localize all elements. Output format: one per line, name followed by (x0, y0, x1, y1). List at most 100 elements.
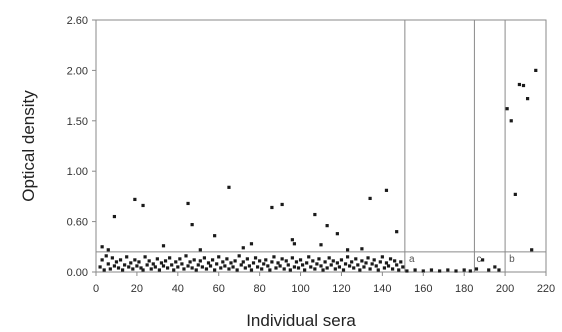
data-point (335, 261, 339, 265)
data-point (290, 256, 294, 260)
x-axis-title: Individual sera (246, 311, 356, 330)
data-point (376, 268, 380, 272)
data-point (112, 214, 117, 219)
data-point (309, 265, 313, 269)
data-point (270, 205, 274, 210)
data-point (245, 257, 249, 261)
data-point (343, 262, 348, 266)
data-point (288, 268, 292, 272)
data-point (227, 267, 231, 271)
data-point (100, 245, 104, 249)
data-point (290, 238, 294, 242)
x-tick-label: 100 (291, 283, 309, 295)
y-tick-label: 0.00 (67, 267, 88, 279)
data-point (438, 269, 442, 273)
x-axis-ticks: 0 20 40 60 80 100 120 140 160 180 200 220 (93, 272, 555, 295)
data-point (380, 255, 384, 259)
data-point (292, 265, 297, 269)
data-point (474, 267, 479, 271)
data-point (331, 259, 335, 263)
data-point (194, 268, 198, 272)
data-point (165, 266, 170, 270)
data-point (280, 202, 284, 207)
data-point (143, 255, 147, 259)
data-point (298, 258, 303, 262)
data-point (137, 260, 141, 264)
data-point (260, 267, 264, 271)
data-point (147, 259, 151, 263)
data-point (200, 265, 204, 269)
data-point (251, 261, 256, 265)
data-point (280, 257, 284, 261)
y-tick-label: 1.50 (67, 116, 88, 128)
data-point (313, 212, 317, 217)
data-point (339, 258, 344, 262)
x-tick-label: 140 (373, 283, 391, 295)
x-tick-label: 20 (131, 283, 143, 295)
data-point (186, 201, 190, 206)
data-point (323, 260, 327, 264)
data-point (170, 263, 174, 267)
data-point (413, 268, 417, 272)
data-point (112, 264, 117, 268)
data-point (480, 258, 485, 262)
group-label-c: c (476, 254, 481, 265)
data-point (321, 268, 325, 272)
data-point (231, 265, 235, 269)
data-point (174, 260, 178, 264)
data-point (110, 256, 114, 260)
data-point (235, 268, 239, 272)
data-point (129, 261, 133, 265)
data-point (255, 265, 260, 269)
data-point (249, 242, 254, 246)
data-point (213, 268, 217, 272)
data-point (161, 264, 166, 268)
data-point (534, 68, 538, 72)
data-point (509, 119, 513, 123)
data-point (497, 268, 501, 272)
y-axis-title: Optical density (19, 90, 38, 202)
data-point (325, 266, 329, 270)
data-point (239, 263, 243, 267)
data-point (180, 262, 184, 266)
data-point (505, 107, 509, 111)
data-point (364, 261, 368, 265)
data-point (399, 260, 403, 264)
data-point (360, 247, 364, 251)
data-point (184, 254, 188, 258)
x-tick-label: 60 (213, 283, 225, 295)
data-point (133, 197, 137, 202)
data-point (188, 260, 192, 264)
data-point (264, 258, 268, 262)
data-point (190, 223, 194, 227)
data-point (249, 268, 254, 272)
data-point (303, 268, 307, 272)
data-point (227, 185, 231, 189)
data-point (525, 97, 530, 101)
data-point (329, 263, 333, 267)
data-point (360, 259, 364, 263)
data-point (151, 262, 155, 266)
data-point (198, 248, 202, 252)
data-point (368, 267, 372, 271)
x-tick-label: 0 (93, 283, 99, 295)
data-point (352, 266, 356, 270)
data-point (284, 259, 288, 263)
data-point (366, 256, 370, 260)
data-point (202, 256, 207, 260)
data-point (221, 260, 225, 264)
data-point (157, 268, 162, 272)
data-point (176, 265, 180, 269)
data-point (395, 230, 399, 234)
data-point (102, 268, 106, 272)
data-point (106, 262, 110, 266)
data-point (198, 259, 202, 263)
data-point (141, 203, 145, 208)
data-point (210, 258, 215, 262)
data-point (225, 257, 229, 261)
data-point (190, 266, 194, 270)
data-point (120, 268, 125, 272)
data-point (368, 196, 372, 201)
